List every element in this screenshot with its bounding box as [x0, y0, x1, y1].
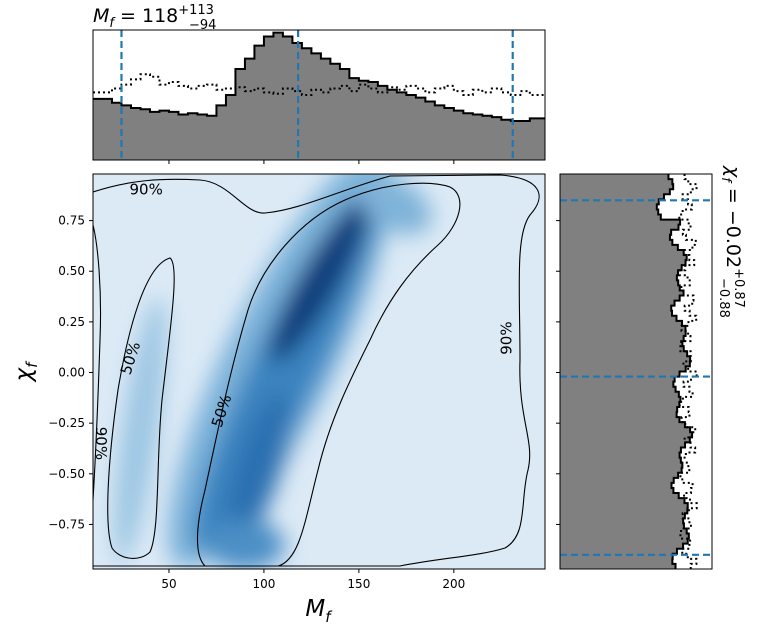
top-marginal-panel: Mf = 118+113 −94 — [92, 3, 546, 164]
right-panel-frame — [559, 173, 713, 570]
top-title-eq: = 118 — [114, 5, 178, 27]
density-core-lower — [225, 393, 291, 547]
top-posterior-line — [93, 31, 545, 122]
contour-50-left — [107, 257, 175, 559]
right-title-eq: = −0.02 — [722, 182, 744, 268]
y-tick-label-0: −0.75 — [48, 517, 85, 531]
y-tick-label-5: 0.50 — [58, 264, 85, 278]
top-title-sub: f — [109, 16, 116, 31]
x-tick-label-3: 200 — [442, 577, 465, 591]
density-blobs — [114, 174, 432, 569]
top-posterior-fill — [93, 32, 545, 160]
joint-panel: 90%50%50%90%90% 50 100 150 200 −0.75−0.50−0… — [11, 173, 546, 626]
top-panel-frame — [92, 29, 546, 161]
right-title-sub: f — [718, 177, 733, 184]
contour-label-4: 90% — [498, 321, 516, 354]
right-posterior-line — [655, 174, 694, 569]
density-bottom — [205, 520, 285, 569]
contour-label-0: 90% — [130, 181, 163, 199]
y-tick-label-1: −0.50 — [48, 467, 85, 481]
density-left-ridge — [114, 296, 166, 564]
y-tick-label-3: 0.00 — [58, 366, 85, 380]
joint-panel-frame — [92, 173, 546, 570]
x-axis-label-sub: f — [325, 608, 333, 626]
right-title-sup: +0.87 — [731, 268, 746, 308]
x-axis-label-base: M — [305, 596, 325, 622]
top-prior-line — [93, 73, 545, 96]
right-posterior-fill — [560, 174, 693, 569]
top-title: Mf = 118+113 −94 — [93, 3, 216, 33]
contour-label-3: 90% — [92, 427, 110, 460]
y-axis-label-sub: f — [23, 360, 41, 368]
x-tick-label-1: 100 — [252, 577, 275, 591]
x-tick-label-0: 50 — [161, 577, 176, 591]
top-title-sup: +113 — [178, 3, 214, 18]
right-title-base: χ — [722, 165, 744, 178]
right-prior-line — [678, 174, 698, 569]
density-upper-ext — [358, 175, 432, 235]
x-tick-label-2: 150 — [347, 577, 370, 591]
y-axis-label: χf — [11, 360, 41, 384]
right-marginal-panel: χf = −0.02+0.87−0.88 — [556, 165, 746, 570]
contour-90-left-edge — [93, 224, 102, 501]
contour-90 — [93, 174, 540, 567]
x-axis-label: Mf — [305, 596, 333, 626]
top-title-base: M — [93, 5, 109, 27]
contour-50-main — [196, 182, 461, 567]
top-title-subval: −94 — [189, 18, 216, 33]
right-title-subval: −0.88 — [716, 278, 731, 318]
y-tick-label-4: 0.25 — [58, 315, 85, 329]
y-tick-label-6: 0.75 — [58, 214, 85, 228]
density-core-upper — [269, 197, 371, 363]
y-axis-label-base: χ — [11, 366, 37, 383]
right-title: χf = −0.02+0.87−0.88 — [716, 165, 746, 318]
y-tick-label-2: −0.25 — [48, 416, 85, 430]
